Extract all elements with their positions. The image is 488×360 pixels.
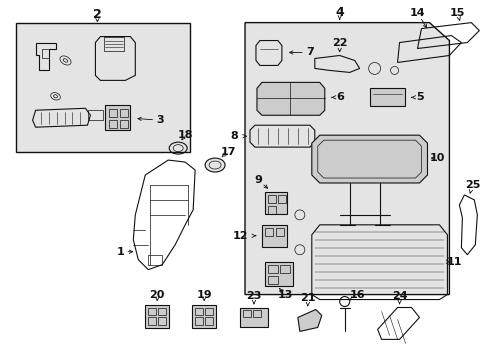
Bar xyxy=(275,228,284,236)
Ellipse shape xyxy=(204,158,224,172)
Text: 15: 15 xyxy=(449,8,464,18)
Bar xyxy=(267,276,277,284)
Bar xyxy=(109,120,117,128)
Bar xyxy=(279,265,289,273)
Bar xyxy=(145,305,169,328)
Text: 9: 9 xyxy=(253,175,262,185)
Text: 17: 17 xyxy=(220,147,235,157)
Text: 24: 24 xyxy=(391,291,407,301)
Bar xyxy=(267,265,277,273)
Bar xyxy=(252,310,261,318)
Bar xyxy=(16,23,190,152)
Text: 11: 11 xyxy=(446,257,461,267)
Text: 14: 14 xyxy=(409,8,425,18)
Bar xyxy=(105,105,130,130)
Text: 21: 21 xyxy=(300,293,315,302)
Text: 25: 25 xyxy=(464,180,479,190)
Text: 2: 2 xyxy=(93,8,102,21)
Bar xyxy=(104,37,124,50)
Text: 8: 8 xyxy=(230,131,238,141)
Text: 10: 10 xyxy=(429,153,444,163)
Bar xyxy=(277,195,285,203)
Bar xyxy=(369,88,404,106)
Text: 1: 1 xyxy=(116,247,124,257)
Text: 12: 12 xyxy=(232,231,247,241)
Bar xyxy=(195,318,203,325)
Bar xyxy=(148,307,156,315)
Bar xyxy=(158,318,166,325)
Bar xyxy=(148,318,156,325)
Polygon shape xyxy=(297,310,321,332)
Bar xyxy=(192,305,216,328)
Text: 22: 22 xyxy=(331,37,347,48)
Polygon shape xyxy=(244,23,448,294)
Text: 4: 4 xyxy=(335,6,344,19)
Bar xyxy=(204,318,213,325)
Bar xyxy=(243,310,250,318)
Bar xyxy=(267,195,275,203)
Bar xyxy=(109,109,117,117)
Text: 19: 19 xyxy=(196,289,211,300)
Polygon shape xyxy=(256,82,324,115)
Bar xyxy=(88,110,103,120)
Text: 13: 13 xyxy=(277,289,292,300)
Text: 23: 23 xyxy=(246,291,261,301)
Text: 3: 3 xyxy=(156,115,163,125)
Text: 16: 16 xyxy=(349,289,365,300)
Text: 7: 7 xyxy=(305,48,313,58)
Bar xyxy=(267,206,275,214)
Bar xyxy=(264,192,286,214)
Text: 20: 20 xyxy=(149,289,164,300)
Text: 6: 6 xyxy=(335,92,343,102)
Bar xyxy=(262,225,286,247)
Bar xyxy=(195,307,203,315)
Bar xyxy=(158,307,166,315)
Bar xyxy=(264,228,272,236)
Polygon shape xyxy=(311,135,427,183)
Bar xyxy=(120,109,128,117)
Bar xyxy=(264,262,292,285)
Bar xyxy=(204,307,213,315)
Bar xyxy=(41,49,48,58)
Text: 5: 5 xyxy=(415,92,423,102)
Bar xyxy=(240,307,267,328)
Bar xyxy=(120,120,128,128)
Text: 18: 18 xyxy=(177,130,193,140)
